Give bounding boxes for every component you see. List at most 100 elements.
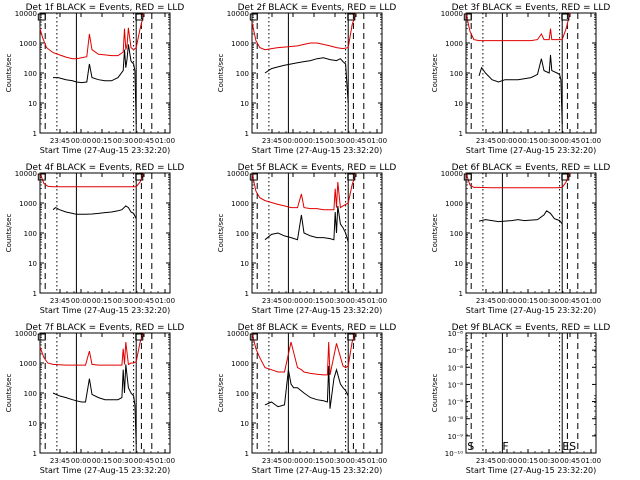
x-tick-label: 23:45 (262, 137, 282, 145)
y-tick-label: 10⁻⁸ (448, 381, 464, 389)
x-tick-label: 00:30 (325, 297, 345, 305)
panel-det-6: Det 6f BLACK = Events, RED = LLD Counts/s… (431, 163, 610, 315)
y-tick-label: 10 (240, 420, 249, 428)
marker-box (37, 173, 46, 181)
series-events-line (52, 205, 137, 219)
marker-box (249, 333, 258, 341)
y-tick-label: 1 (459, 130, 463, 138)
marker-box (249, 13, 258, 21)
marker-box (561, 13, 570, 21)
plot-frame (251, 332, 383, 454)
plot-frame (39, 172, 171, 294)
y-tick-label: 10 (240, 100, 249, 108)
x-tick-label: 00:45 (346, 297, 366, 305)
series-lld-line (251, 172, 357, 211)
x-axis-label: Start Time (27-Aug-15 23:32:20) (252, 146, 383, 155)
x-tick-label: 00:45 (134, 297, 154, 305)
series-events-line (264, 365, 349, 409)
y-tick-label: 1 (245, 130, 249, 138)
x-axis-label: Start Time (27-Aug-15 23:32:20) (40, 306, 171, 315)
x-tick-label: 23:45 (262, 297, 282, 305)
y-tick-label: 10⁻⁸ (448, 364, 464, 372)
series-lld-line (39, 172, 145, 188)
y-tick-label: 100 (24, 390, 37, 398)
y-tick-label: 10 (454, 260, 463, 268)
marker-box (249, 173, 258, 181)
x-tick-label: 00:45 (560, 457, 580, 465)
y-tick-label: 1 (459, 290, 463, 298)
x-tick-label: 00:30 (539, 457, 559, 465)
plot-frame (251, 172, 383, 294)
y-tick-label: 1000 (231, 200, 249, 208)
panel-det-4: Det 4f BLACK = Events, RED = LLD Counts/s… (5, 163, 184, 315)
series-events-line (53, 44, 137, 125)
marker-box (561, 173, 570, 181)
x-tick-label: 00:45 (134, 137, 154, 145)
y-axis-label: Counts/sec (431, 54, 439, 93)
x-tick-label: 00:15 (304, 297, 324, 305)
x-tick-label: 01:00 (367, 297, 387, 305)
y-tick-label: 10000 (441, 170, 463, 178)
series-lld-line (251, 332, 357, 376)
x-tick-label: 00:45 (134, 457, 154, 465)
y-tick-label: 1 (245, 290, 249, 298)
panel-title: Det 1f BLACK = Events, RED = LLD (26, 3, 185, 13)
panel-title: Det 6f BLACK = Events, RED = LLD (452, 163, 611, 173)
y-tick-label: 10000 (15, 170, 37, 178)
x-axis-label: Start Time (27-Aug-15 23:32:20) (466, 466, 597, 475)
x-tick-label: 00:00 (497, 137, 517, 145)
x-tick-label: 01:00 (367, 137, 387, 145)
x-tick-label: 00:15 (304, 457, 324, 465)
y-axis-label: Counts/sec (217, 374, 225, 413)
x-tick-label: 23:45 (476, 297, 496, 305)
marker-label: ES (562, 440, 576, 453)
series-events-line (478, 54, 563, 125)
x-tick-label: 01:00 (155, 457, 175, 465)
panel-title: Det 5f BLACK = Events, RED = LLD (238, 163, 397, 173)
x-axis-label: Start Time (27-Aug-15 23:32:20) (252, 306, 383, 315)
x-tick-label: 00:00 (71, 297, 91, 305)
panel-det-8: Det 8f BLACK = Events, RED = LLD Counts/s… (217, 323, 396, 475)
x-tick-label: 00:15 (518, 457, 538, 465)
y-axis-label: Counts/sec (431, 214, 439, 253)
x-tick-label: 00:45 (346, 137, 366, 145)
series-lld-line (465, 172, 571, 189)
y-tick-label: 100 (450, 230, 463, 238)
panel-det-9: Det 9f BLACK = Events, RED = LLD Counts/s… (431, 323, 610, 475)
x-tick-label: 00:00 (283, 137, 303, 145)
x-tick-label: 23:45 (476, 457, 496, 465)
x-axis-label: Start Time (27-Aug-15 23:32:20) (40, 146, 171, 155)
series-events-line (478, 210, 563, 225)
plot-frame (39, 12, 171, 134)
plot-frame (465, 332, 597, 454)
y-tick-label: 10⁻⁸ (448, 416, 464, 424)
marker-box (135, 173, 144, 181)
x-tick-label: 23:45 (50, 457, 70, 465)
x-tick-label: 01:00 (155, 297, 175, 305)
x-axis-label: Start Time (27-Aug-15 23:32:20) (466, 306, 597, 315)
x-tick-label: 00:00 (283, 297, 303, 305)
y-tick-label: 1 (33, 450, 37, 458)
marker-box (347, 173, 356, 181)
y-tick-label: 1000 (19, 200, 37, 208)
y-tick-label: 1 (33, 130, 37, 138)
marker-box (135, 13, 144, 21)
x-tick-label: 23:45 (50, 297, 70, 305)
y-tick-label: 100 (450, 70, 463, 78)
marker-label: F (502, 440, 508, 453)
x-tick-label: 00:15 (92, 297, 112, 305)
y-tick-label: 100 (24, 70, 37, 78)
y-tick-label: 10 (28, 420, 37, 428)
x-tick-label: 00:00 (497, 457, 517, 465)
panel-det-5: Det 5f BLACK = Events, RED = LLD Counts/s… (217, 163, 396, 315)
series-events-line (264, 57, 349, 104)
plot-frame (251, 12, 383, 134)
marker-box (37, 13, 46, 21)
y-axis-label: Counts/sec (431, 374, 439, 413)
series-events-line (264, 205, 349, 243)
marker-box (347, 333, 356, 341)
y-tick-label: 10000 (227, 10, 249, 18)
x-tick-label: 00:00 (71, 457, 91, 465)
y-tick-label: 10⁻⁹ (448, 433, 464, 441)
